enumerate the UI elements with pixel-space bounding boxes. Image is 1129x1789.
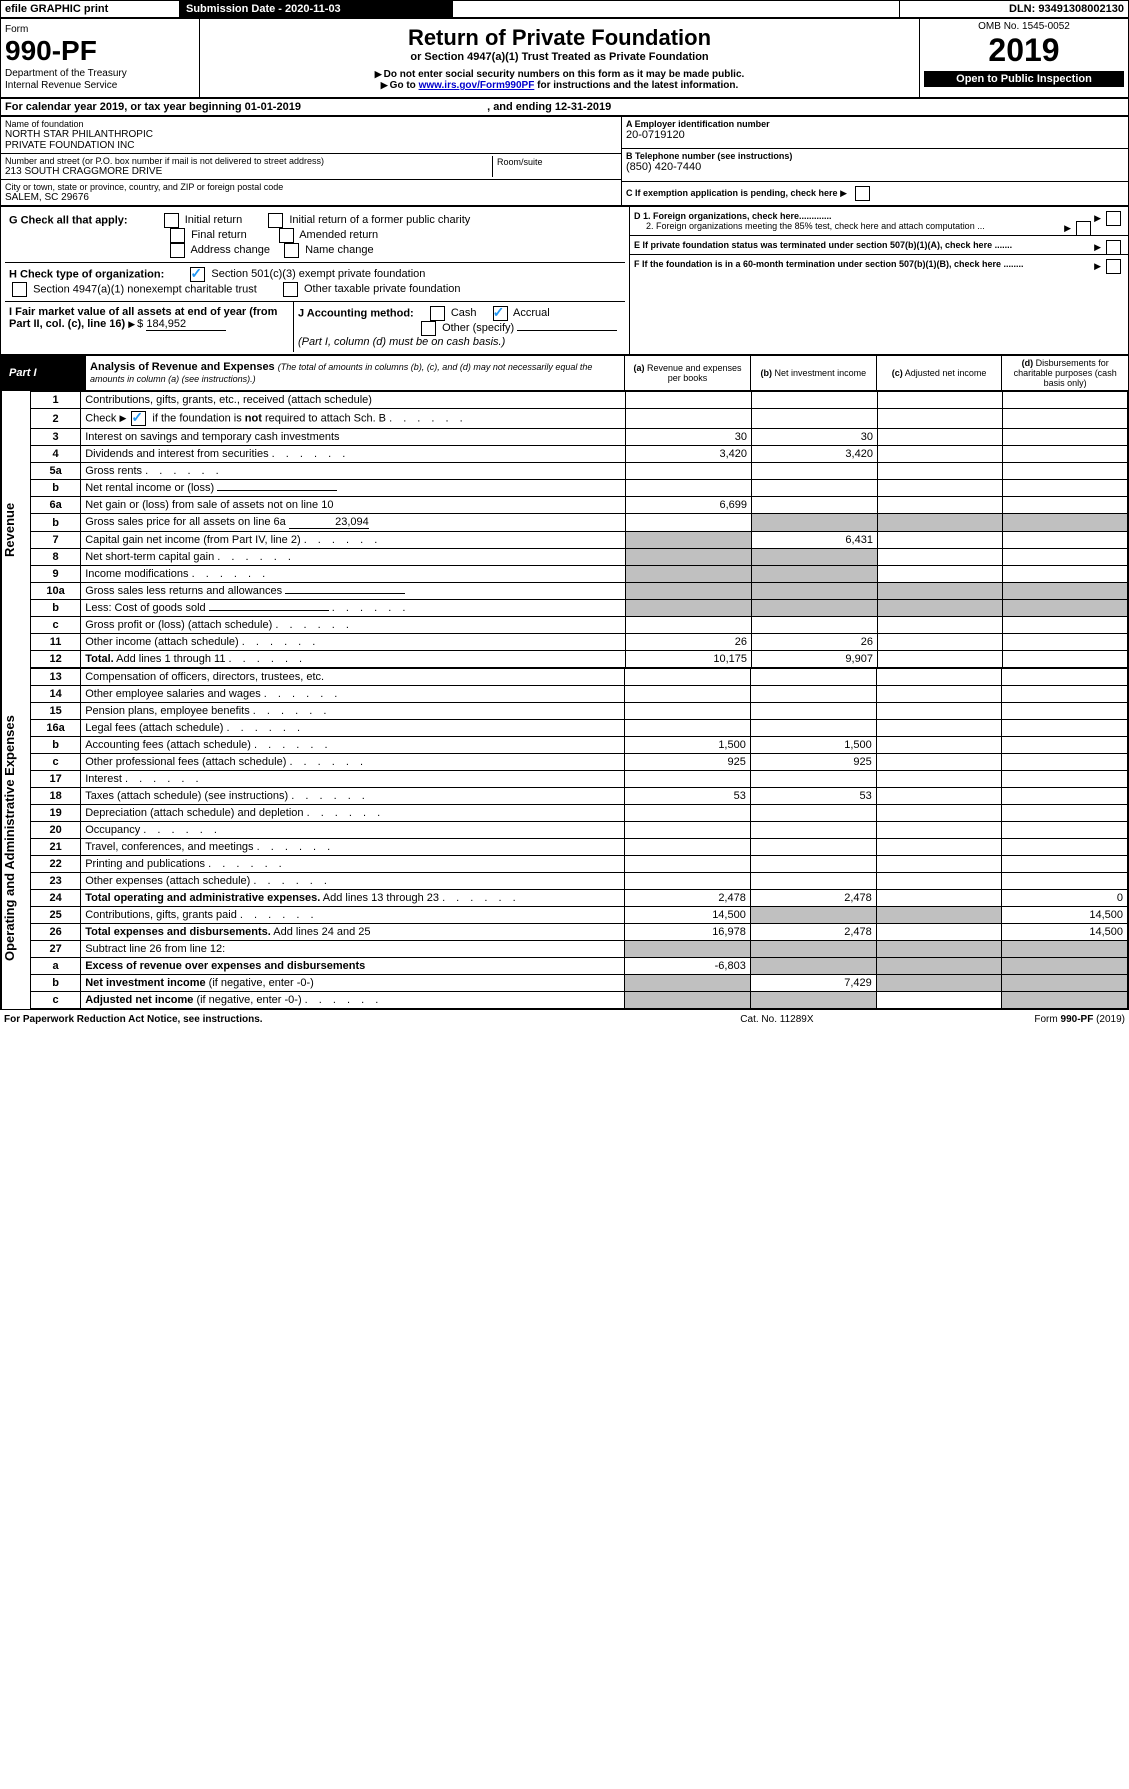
form-title: Return of Private Foundation [206, 25, 913, 51]
section-j: J Accounting method: Cash Accrual Other … [293, 302, 625, 352]
table-row: 17Interest . . . . . . [31, 771, 1128, 788]
warn1: Do not enter social security numbers on … [384, 69, 745, 80]
section-f: F If the foundation is in a 60-month ter… [630, 255, 1128, 273]
h-501c3-checkbox[interactable] [190, 267, 205, 282]
table-row: aExcess of revenue over expenses and dis… [31, 958, 1128, 975]
form-header: Form 990-PF Department of the Treasury I… [0, 18, 1129, 98]
top-bar: efile GRAPHIC print Submission Date - 20… [0, 0, 1129, 18]
table-row: bGross sales price for all assets on lin… [31, 514, 1128, 532]
identity-block: Name of foundation NORTH STAR PHILANTHRO… [0, 116, 1129, 206]
table-row: 22Printing and publications . . . . . . [31, 856, 1128, 873]
check-sections: G Check all that apply: Initial return I… [0, 206, 1129, 355]
form-subtitle: or Section 4947(a)(1) Trust Treated as P… [206, 51, 913, 63]
table-row: cGross profit or (loss) (attach schedule… [31, 617, 1128, 634]
table-row: 24Total operating and administrative exp… [31, 890, 1128, 907]
period-row: For calendar year 2019, or tax year begi… [1, 99, 1129, 116]
efile-label: efile GRAPHIC print [1, 1, 180, 18]
fmv-value: 184,952 [146, 318, 226, 331]
irs: Internal Revenue Service [5, 80, 117, 91]
city-state-zip: SALEM, SC 29676 [5, 192, 617, 203]
expenses-side-label: Operating and Administrative Expenses [1, 668, 30, 1009]
table-row: 19Depreciation (attach schedule) and dep… [31, 805, 1128, 822]
name-label: Name of foundation [5, 119, 617, 129]
table-row: 9Income modifications . . . . . . [31, 566, 1128, 583]
table-row: 15Pension plans, employee benefits . . .… [31, 703, 1128, 720]
form-label: Form [5, 24, 28, 35]
table-row: 2 Check if the foundation is not require… [31, 409, 1128, 429]
foundation-name: NORTH STAR PHILANTHROPIC PRIVATE FOUNDAT… [5, 129, 617, 151]
omb: OMB No. 1545-0052 [924, 21, 1124, 32]
section-c: C If exemption application is pending, c… [622, 181, 1129, 205]
section-e: E If private foundation status was termi… [630, 236, 1128, 255]
submission-date: Submission Date - 2020-11-03 [180, 1, 453, 18]
table-row: cAdjusted net income (if negative, enter… [31, 992, 1128, 1009]
table-row: 26Total expenses and disbursements. Add … [31, 924, 1128, 941]
part1-label: Part I [1, 356, 86, 391]
c-checkbox[interactable] [855, 186, 870, 201]
col-c-header: Adjusted net income [905, 368, 987, 378]
expense-rows: 13Compensation of officers, directors, t… [30, 668, 1128, 1009]
table-row: bLess: Cost of goods sold . . . . . . [31, 600, 1128, 617]
table-row: 1Contributions, gifts, grants, etc., rec… [31, 392, 1128, 409]
section-g: G Check all that apply: Initial return I… [5, 209, 625, 262]
table-row: 6aNet gain or (loss) from sale of assets… [31, 497, 1128, 514]
table-row: 13Compensation of officers, directors, t… [31, 669, 1128, 686]
revenue-side-label: Revenue [1, 391, 30, 668]
section-d: D 1. Foreign organizations, check here..… [630, 207, 1128, 236]
table-row: 3Interest on savings and temporary cash … [31, 429, 1128, 446]
part1-table: Part I Analysis of Revenue and Expenses … [0, 355, 1129, 391]
table-row: 21Travel, conferences, and meetings . . … [31, 839, 1128, 856]
table-row: 4Dividends and interest from securities … [31, 446, 1128, 463]
table-row: 7Capital gain net income (from Part IV, … [31, 532, 1128, 549]
table-row: 16aLegal fees (attach schedule) . . . . … [31, 720, 1128, 737]
table-row: 11Other income (attach schedule) . . . .… [31, 634, 1128, 651]
form-number: 990-PF [5, 35, 97, 66]
irs-link[interactable]: www.irs.gov/Form990PF [419, 80, 535, 91]
table-row: 5aGross rents . . . . . . [31, 463, 1128, 480]
table-row: cOther professional fees (attach schedul… [31, 754, 1128, 771]
table-row: bAccounting fees (attach schedule) . . .… [31, 737, 1128, 754]
table-row: 14Other employee salaries and wages . . … [31, 686, 1128, 703]
telephone: (850) 420-7440 [626, 161, 1124, 173]
address: 213 SOUTH CRAGGMORE DRIVE [5, 166, 492, 177]
col-b-header: Net investment income [775, 368, 867, 378]
part1-title: Analysis of Revenue and Expenses [90, 361, 275, 373]
table-row: bNet rental income or (loss) [31, 480, 1128, 497]
table-row: 25Contributions, gifts, grants paid . . … [31, 907, 1128, 924]
table-row: bNet investment income (if negative, ent… [31, 975, 1128, 992]
accrual-checkbox[interactable] [493, 306, 508, 321]
table-row: 12Total. Add lines 1 through 11 . . . . … [31, 651, 1128, 668]
table-row: 8Net short-term capital gain . . . . . . [31, 549, 1128, 566]
dept: Department of the Treasury [5, 68, 127, 79]
section-h: H Check type of organization: Section 50… [5, 262, 625, 301]
dln: DLN: 93491308002130 [900, 1, 1129, 18]
table-row: 10aGross sales less returns and allowanc… [31, 583, 1128, 600]
tax-year: 2019 [924, 32, 1124, 69]
open-public: Open to Public Inspection [924, 71, 1124, 87]
ein: 20-0719120 [626, 129, 1124, 141]
section-i: I Fair market value of all assets at end… [5, 302, 293, 352]
table-row: 20Occupancy . . . . . . [31, 822, 1128, 839]
table-row: 18Taxes (attach schedule) (see instructi… [31, 788, 1128, 805]
col-a-header: Revenue and expenses per books [647, 363, 742, 383]
revenue-rows: 1Contributions, gifts, grants, etc., rec… [30, 391, 1128, 668]
table-row: 23Other expenses (attach schedule) . . .… [31, 873, 1128, 890]
table-row: 27Subtract line 26 from line 12: [31, 941, 1128, 958]
page-footer: For Paperwork Reduction Act Notice, see … [0, 1012, 1129, 1027]
